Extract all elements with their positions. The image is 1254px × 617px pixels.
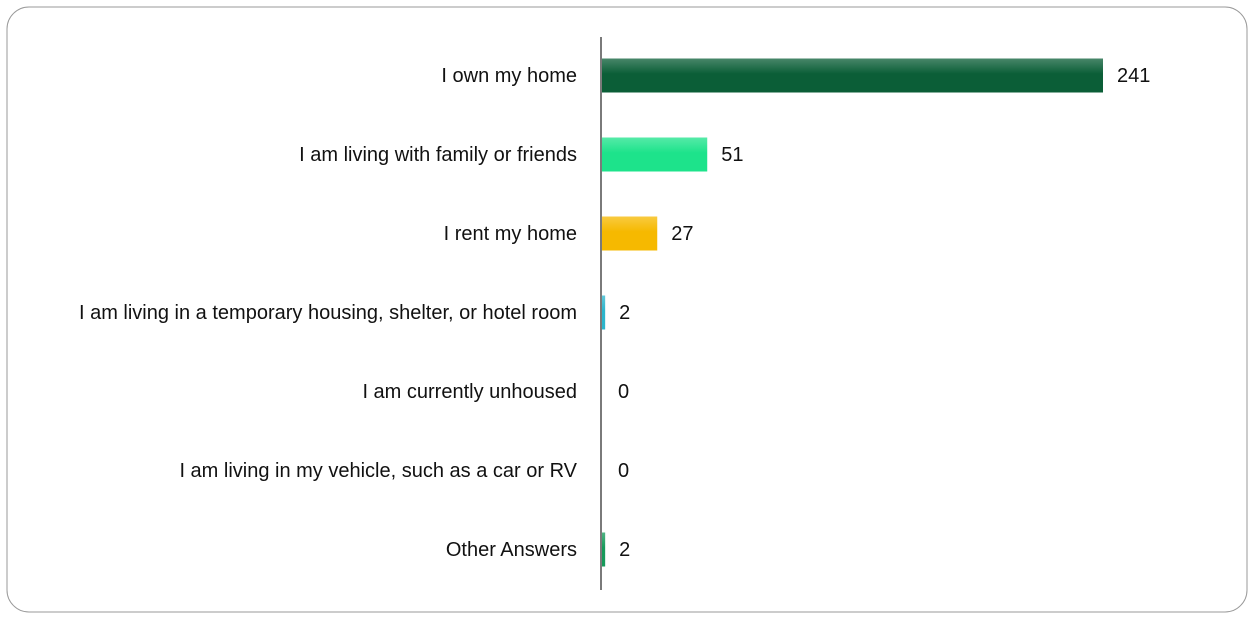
category-label: Other Answers [445, 538, 577, 561]
category-label: I own my home [441, 64, 577, 87]
bar [602, 295, 606, 330]
bar [602, 532, 606, 567]
value-label: 0 [618, 460, 629, 482]
value-label: 2 [619, 539, 630, 561]
value-label: 51 [721, 144, 743, 166]
category-label: I am living in my vehicle, such as a car… [179, 459, 577, 482]
value-label: 241 [1117, 65, 1150, 87]
bar [602, 216, 658, 251]
bar [602, 58, 1103, 93]
category-label: I am living with family or friends [299, 143, 577, 166]
value-label: 27 [671, 223, 693, 245]
value-label: 0 [618, 381, 629, 403]
value-label: 2 [619, 302, 630, 324]
category-label: I am living in a temporary housing, shel… [78, 301, 577, 324]
bar [602, 137, 708, 172]
category-label: I rent my home [443, 222, 577, 245]
frame [6, 6, 1248, 613]
category-label: I am currently unhoused [362, 380, 577, 403]
